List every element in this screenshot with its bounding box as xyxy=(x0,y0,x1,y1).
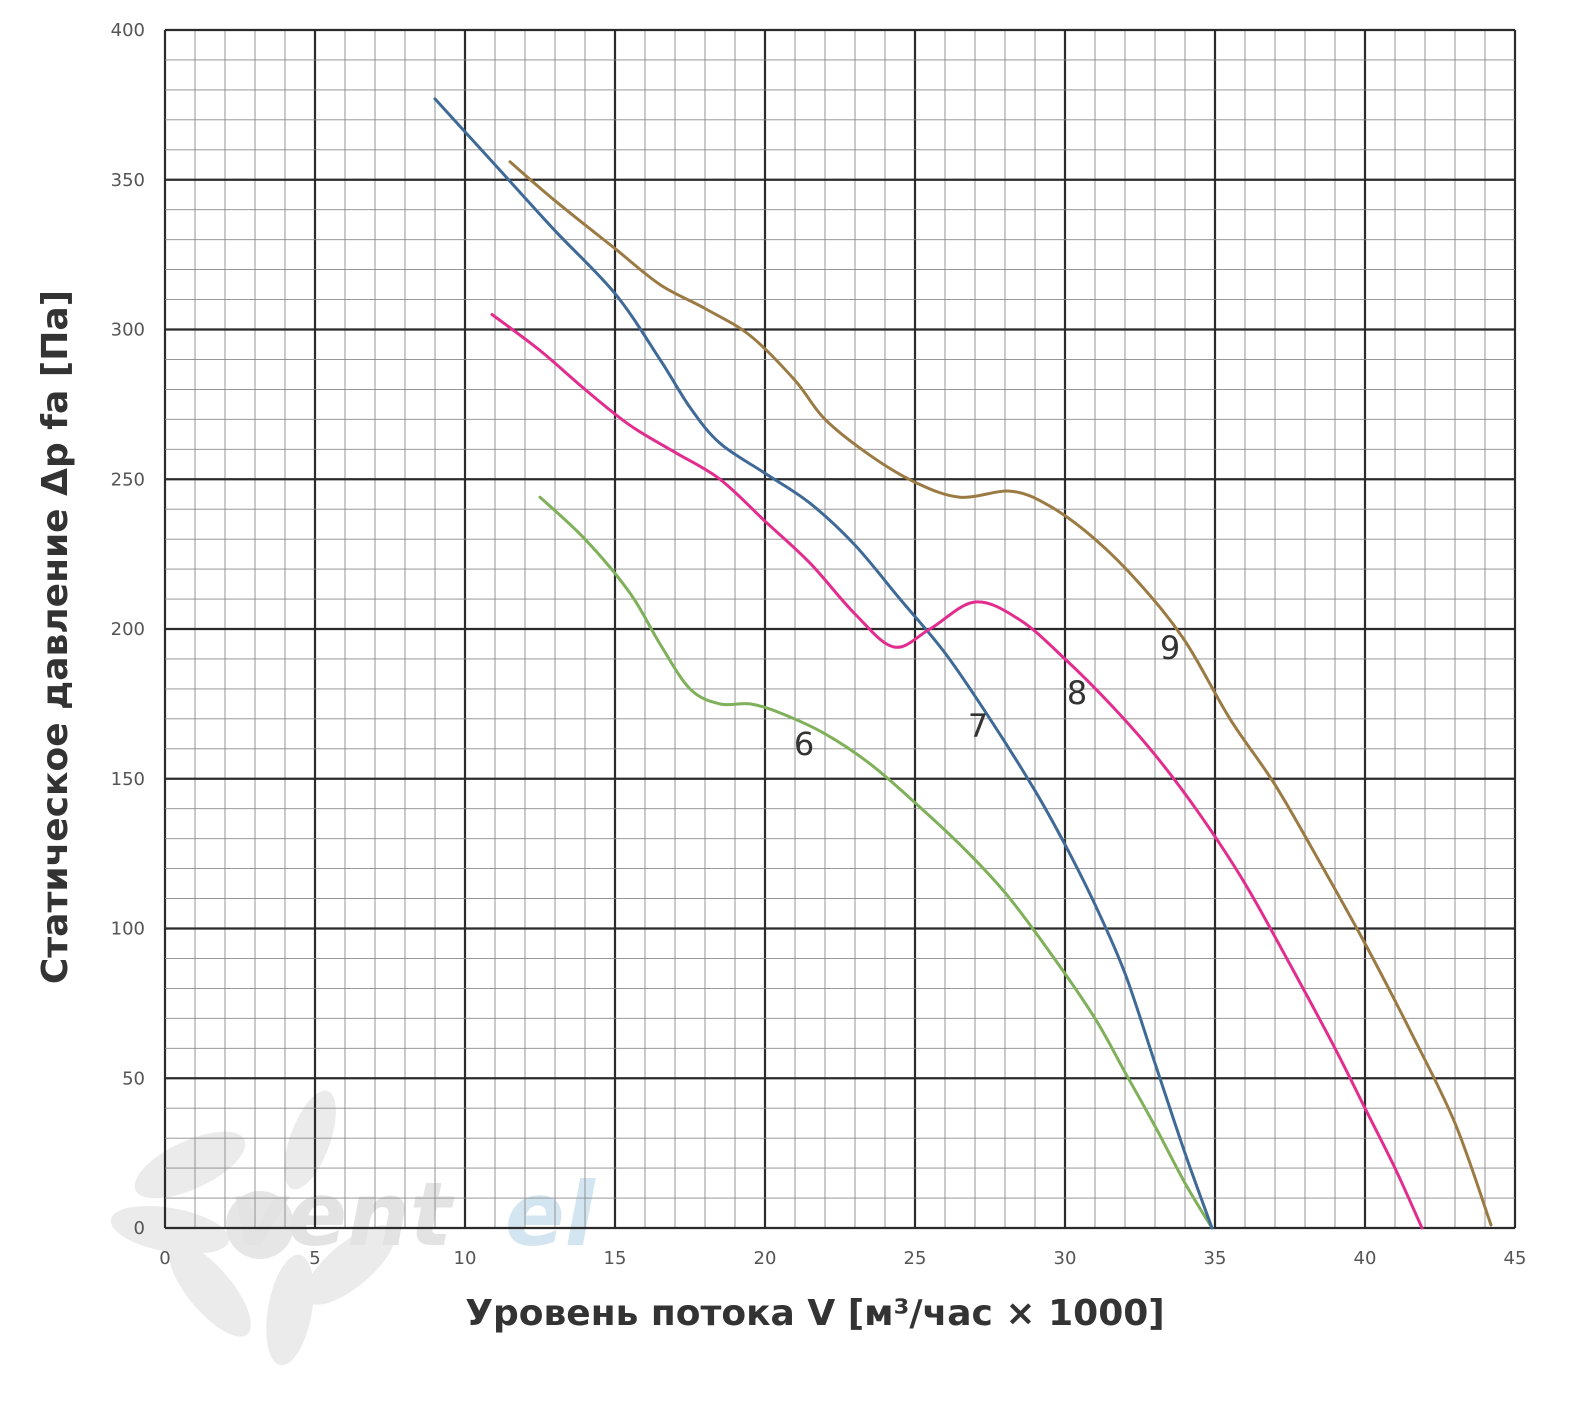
y-tick-label: 200 xyxy=(111,619,145,640)
x-tick-label: 0 xyxy=(159,1248,170,1269)
curve-7 xyxy=(433,97,1214,1230)
y-tick-label: 150 xyxy=(111,769,145,790)
x-tick-label: 20 xyxy=(754,1248,777,1269)
tick-labels: 0 5 10 15 20 25 30 35 40 45 0 50 100 150 200 250 300 350 4… xyxy=(111,20,1527,1269)
curve-label-7: 7 xyxy=(968,707,988,745)
y-tick-label: 50 xyxy=(122,1068,145,1089)
fan-blade-icon xyxy=(110,1090,396,1366)
x-tick-label: 15 xyxy=(604,1248,627,1269)
y-tick-label: 350 xyxy=(111,170,145,191)
x-tick-label: 10 xyxy=(454,1248,477,1269)
curve-8 xyxy=(490,313,1424,1230)
x-tick-label: 5 xyxy=(309,1248,320,1269)
curve-9 xyxy=(508,160,1493,1227)
ventel-watermark-logo: vent el xyxy=(110,1090,597,1366)
y-tick-label: 0 xyxy=(134,1218,145,1239)
watermark-text-el: el xyxy=(505,1163,597,1266)
curve-label-6: 6 xyxy=(794,725,814,763)
chart-grid xyxy=(163,28,1517,1230)
chart-curves xyxy=(433,97,1493,1230)
curve-label-8: 8 xyxy=(1067,674,1087,712)
y-tick-label: 250 xyxy=(111,469,145,490)
curve-6 xyxy=(538,495,1214,1230)
y-tick-label: 100 xyxy=(111,919,145,940)
watermark-text-vent: vent xyxy=(230,1163,455,1266)
curve-labels: 6 7 8 9 xyxy=(794,629,1180,763)
x-tick-label: 25 xyxy=(904,1248,927,1269)
x-tick-label: 30 xyxy=(1054,1248,1077,1269)
y-tick-label: 300 xyxy=(111,320,145,341)
y-tick-label: 400 xyxy=(111,20,145,41)
x-tick-label: 35 xyxy=(1204,1248,1227,1269)
y-axis-title: Статическое давление Δp fa [Па] xyxy=(35,290,76,984)
x-tick-label: 40 xyxy=(1354,1248,1377,1269)
x-axis-title: Уровень потока V [м³/час × 1000] xyxy=(465,1293,1165,1334)
curve-label-9: 9 xyxy=(1160,629,1180,667)
x-tick-label: 45 xyxy=(1504,1248,1527,1269)
